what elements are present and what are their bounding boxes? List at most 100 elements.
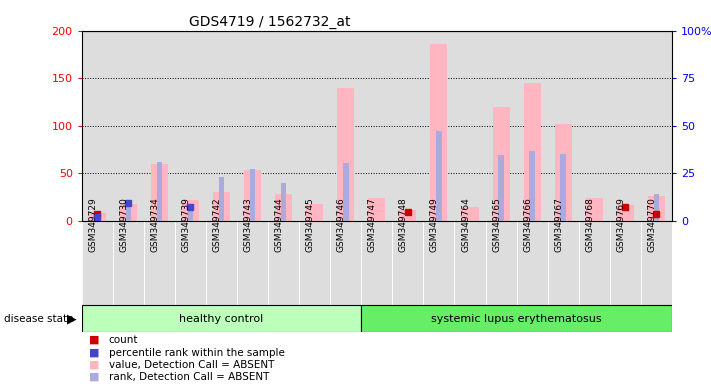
- Bar: [368, 198, 385, 221]
- Bar: [219, 177, 225, 221]
- Bar: [648, 196, 665, 221]
- Text: GSM349743: GSM349743: [244, 198, 252, 252]
- Bar: [330, 221, 361, 305]
- Bar: [82, 31, 113, 221]
- Text: GSM349742: GSM349742: [213, 198, 222, 252]
- Bar: [586, 198, 603, 221]
- Text: GSM349767: GSM349767: [554, 198, 563, 252]
- Text: systemic lupus erythematosus: systemic lupus erythematosus: [432, 314, 602, 324]
- Bar: [268, 221, 299, 305]
- Bar: [610, 221, 641, 305]
- Bar: [82, 221, 113, 305]
- Bar: [82, 305, 361, 332]
- Bar: [392, 31, 424, 221]
- Bar: [436, 131, 442, 221]
- Bar: [454, 31, 486, 221]
- Text: GSM349766: GSM349766: [523, 198, 532, 252]
- Text: ■: ■: [89, 335, 100, 345]
- Bar: [547, 221, 579, 305]
- Text: GSM349745: GSM349745: [306, 198, 315, 252]
- Bar: [424, 31, 454, 221]
- Bar: [517, 221, 547, 305]
- Bar: [486, 221, 517, 305]
- Bar: [400, 210, 417, 221]
- Bar: [454, 221, 486, 305]
- Bar: [343, 163, 348, 221]
- Bar: [653, 194, 659, 221]
- Bar: [579, 31, 610, 221]
- Bar: [156, 162, 162, 221]
- Text: ■: ■: [89, 372, 100, 382]
- Text: GSM349746: GSM349746: [337, 198, 346, 252]
- Bar: [126, 203, 131, 221]
- Bar: [560, 154, 566, 221]
- Text: GSM349734: GSM349734: [151, 198, 159, 252]
- Text: GSM349765: GSM349765: [492, 198, 501, 252]
- Bar: [361, 305, 672, 332]
- Bar: [113, 221, 144, 305]
- Bar: [237, 221, 268, 305]
- Bar: [206, 31, 237, 221]
- Text: ■: ■: [89, 348, 100, 358]
- Bar: [337, 88, 354, 221]
- Text: disease state: disease state: [4, 314, 73, 324]
- Text: GSM349729: GSM349729: [88, 198, 97, 252]
- Bar: [461, 207, 479, 221]
- Bar: [529, 151, 535, 221]
- Bar: [392, 221, 424, 305]
- Text: GSM349730: GSM349730: [119, 198, 129, 252]
- Bar: [493, 107, 510, 221]
- Bar: [523, 83, 540, 221]
- Bar: [175, 221, 206, 305]
- Bar: [299, 31, 330, 221]
- Bar: [517, 31, 547, 221]
- Text: ■: ■: [89, 360, 100, 370]
- Bar: [89, 213, 106, 221]
- Text: GSM349769: GSM349769: [616, 198, 625, 252]
- Bar: [547, 31, 579, 221]
- Bar: [250, 169, 255, 221]
- Text: GSM349747: GSM349747: [368, 198, 377, 252]
- Bar: [151, 164, 168, 221]
- Bar: [330, 31, 361, 221]
- Bar: [430, 44, 447, 221]
- Bar: [616, 205, 634, 221]
- Bar: [175, 31, 206, 221]
- Text: GDS4719 / 1562732_at: GDS4719 / 1562732_at: [189, 15, 351, 29]
- Bar: [486, 31, 517, 221]
- Text: ▶: ▶: [67, 312, 77, 325]
- Bar: [361, 221, 392, 305]
- Bar: [281, 183, 287, 221]
- Bar: [237, 31, 268, 221]
- Bar: [95, 216, 100, 221]
- Bar: [113, 31, 144, 221]
- Text: GSM349764: GSM349764: [461, 198, 470, 252]
- Bar: [424, 221, 454, 305]
- Text: GSM349739: GSM349739: [181, 198, 191, 252]
- Bar: [144, 31, 175, 221]
- Bar: [555, 124, 572, 221]
- Text: rank, Detection Call = ABSENT: rank, Detection Call = ABSENT: [109, 372, 269, 382]
- Bar: [641, 31, 672, 221]
- Bar: [306, 204, 324, 221]
- Bar: [299, 221, 330, 305]
- Bar: [188, 207, 193, 221]
- Bar: [361, 31, 392, 221]
- Text: healthy control: healthy control: [179, 314, 264, 324]
- Bar: [213, 192, 230, 221]
- Text: GSM349744: GSM349744: [274, 198, 284, 252]
- Text: GSM349748: GSM349748: [399, 198, 408, 252]
- Bar: [182, 200, 199, 221]
- Bar: [610, 31, 641, 221]
- Bar: [244, 170, 261, 221]
- Bar: [144, 221, 175, 305]
- Text: value, Detection Call = ABSENT: value, Detection Call = ABSENT: [109, 360, 274, 370]
- Bar: [268, 31, 299, 221]
- Bar: [120, 204, 137, 221]
- Bar: [579, 221, 610, 305]
- Bar: [275, 194, 292, 221]
- Text: GSM349768: GSM349768: [585, 198, 594, 252]
- Text: percentile rank within the sample: percentile rank within the sample: [109, 348, 284, 358]
- Text: count: count: [109, 335, 138, 345]
- Bar: [498, 155, 504, 221]
